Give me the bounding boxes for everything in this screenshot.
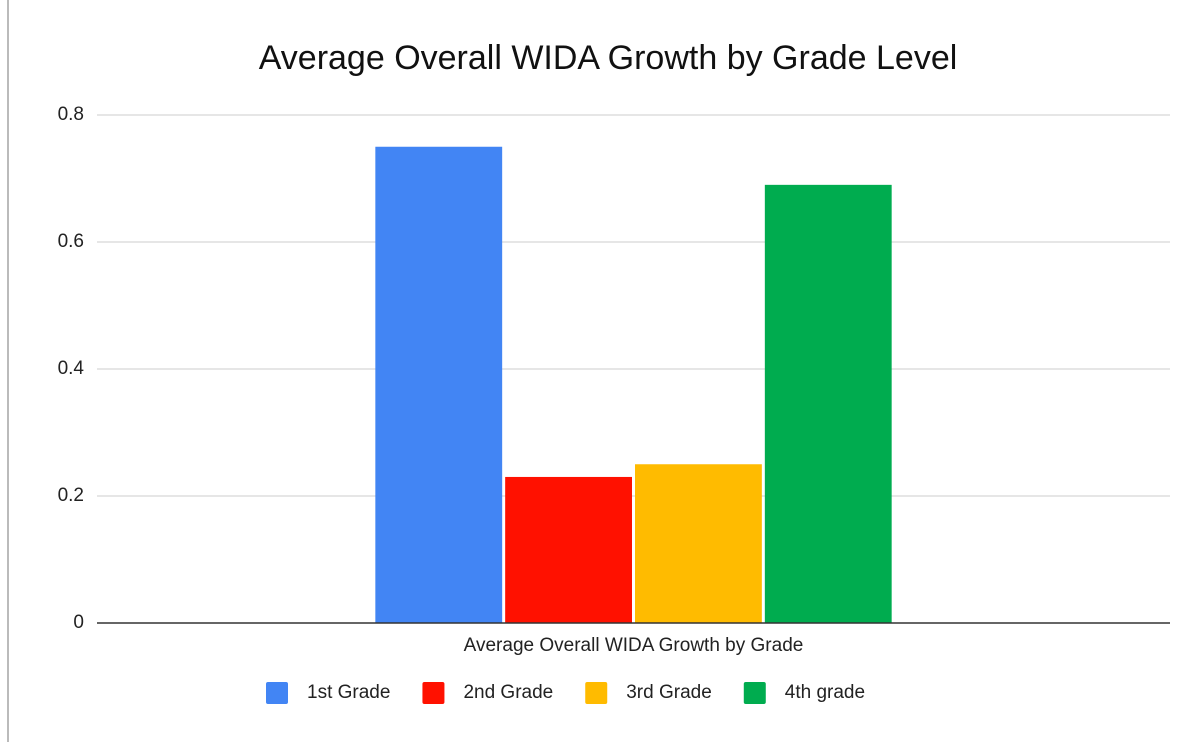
x-tick-label: Average Overall WIDA Growth by Grade xyxy=(464,635,804,656)
bar xyxy=(764,184,892,623)
legend-label: 3rd Grade xyxy=(626,682,712,703)
legend-swatch xyxy=(422,682,445,704)
legend-label: 2nd Grade xyxy=(463,682,553,703)
bar xyxy=(505,476,632,623)
y-tick-label: 0 xyxy=(73,612,84,633)
legend-swatch xyxy=(585,682,608,704)
legend-label: 1st Grade xyxy=(307,682,390,703)
y-tick-label: 0.8 xyxy=(58,104,84,125)
y-tick-label: 0.6 xyxy=(58,231,84,252)
bar xyxy=(375,146,503,623)
legend-label: 4th grade xyxy=(785,682,865,703)
legend-swatch xyxy=(266,682,288,704)
y-tick-label: 0.4 xyxy=(58,358,85,379)
legend-swatch xyxy=(743,682,766,704)
bar xyxy=(635,464,762,623)
y-tick-label: 0.2 xyxy=(58,485,84,506)
chart-title: Average Overall WIDA Growth by Grade Lev… xyxy=(259,39,958,77)
